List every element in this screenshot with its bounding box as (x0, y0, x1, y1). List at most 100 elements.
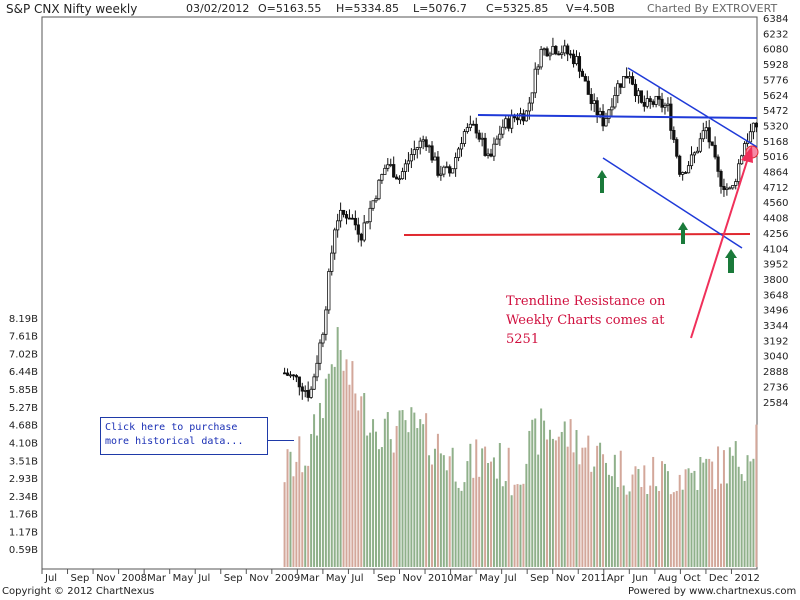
price-candle (542, 47, 546, 56)
price-candle (412, 140, 416, 161)
price-candles (282, 37, 758, 402)
price-candle (344, 210, 349, 225)
volume-bar (507, 447, 510, 567)
volume-bar (669, 494, 672, 567)
volume-bar (422, 424, 425, 567)
volume-bar (731, 455, 734, 567)
price-candle (642, 95, 646, 112)
volume-bar (752, 458, 755, 567)
volume-bar (316, 435, 319, 567)
volume-bar (628, 491, 631, 567)
trendlines (403, 67, 759, 339)
volume-bar (652, 456, 655, 567)
price-candle (619, 83, 623, 95)
volume-bar (398, 410, 401, 567)
volume-bar (286, 449, 289, 567)
price-candle (350, 214, 355, 220)
price-candle (341, 209, 346, 218)
price-candle (492, 137, 496, 161)
price-candle (533, 62, 537, 99)
price-candle (309, 386, 313, 399)
purchase-data-link[interactable]: Click here to purchase more historical d… (100, 417, 268, 455)
volume-bar (655, 486, 658, 567)
volume-bar (369, 432, 372, 567)
price-candle (754, 122, 758, 133)
price-tick-label: 3952 (763, 260, 788, 271)
price-candle (409, 148, 413, 169)
volume-tick-label: 1.17B (9, 527, 38, 538)
price-tick-label: 2584 (763, 398, 788, 409)
price-candle (312, 373, 316, 390)
time-tick-label: Apr (607, 573, 625, 584)
volume-bar (345, 359, 348, 567)
price-candle (297, 376, 301, 396)
price-candle (695, 146, 700, 154)
volume-bar (714, 489, 717, 567)
price-tick-label: 5472 (763, 106, 788, 117)
price-candle (548, 51, 552, 61)
volume-bar (537, 454, 540, 567)
price-candle (324, 306, 328, 341)
time-tick-label: Sep (71, 573, 90, 584)
price-candle (465, 123, 470, 134)
volume-tick-label: 4.10B (9, 438, 38, 449)
volume-bar (333, 366, 336, 567)
price-candle (601, 104, 605, 132)
time-tick-label: 2010 (428, 573, 453, 584)
powered-by-link[interactable]: Powered by www.chartnexus.com (628, 586, 797, 597)
volume-bar (348, 384, 351, 567)
lower-channel-line (602, 157, 743, 249)
volume-bar (342, 370, 345, 567)
time-tick-label: May (173, 573, 194, 584)
price-candle (288, 371, 293, 378)
volume-bar (666, 471, 669, 567)
purchase-line-2: more historical data... (105, 436, 244, 447)
price-candle (495, 135, 499, 145)
upper-channel-line (627, 67, 758, 148)
price-candle (486, 148, 490, 159)
time-tick-label: Mar (300, 573, 320, 584)
price-candle (701, 122, 705, 142)
price-tick-label: 6080 (763, 45, 788, 56)
price-tick-label: 4408 (763, 214, 788, 225)
volume-bar (746, 455, 749, 567)
price-candle (737, 159, 741, 189)
volume-bar (590, 471, 593, 567)
price-candle (489, 148, 493, 158)
price-tick-label: 5016 (763, 152, 788, 163)
volume-bar (525, 463, 528, 567)
price-candle (734, 178, 738, 190)
volume-bar (578, 464, 581, 567)
volume-bar (292, 476, 295, 567)
price-candle (380, 173, 384, 184)
volume-bars (283, 327, 758, 567)
price-candle (403, 159, 408, 180)
volume-bar (289, 451, 292, 567)
price-candle (504, 115, 508, 130)
price-candle (678, 154, 682, 177)
header-close: C=5325.85 (486, 2, 549, 15)
volume-bar (693, 470, 696, 567)
price-candle (347, 209, 352, 220)
volume-bar (304, 465, 307, 567)
volume-bar (696, 489, 699, 567)
volume-bar (554, 440, 557, 567)
volume-bar (572, 452, 575, 567)
price-candle (710, 141, 714, 147)
time-tick-label: Nov (556, 573, 576, 584)
price-tick-label: 3040 (763, 352, 788, 363)
price-candle (530, 92, 534, 111)
volume-bar (551, 438, 554, 567)
volume-bar (755, 424, 758, 567)
volume-bar (327, 373, 330, 567)
volume-bar (687, 468, 690, 567)
volume-bar (728, 447, 731, 567)
price-candle (336, 213, 340, 238)
volume-tick-label: 1.76B (9, 509, 38, 520)
price-candle (751, 122, 756, 140)
price-candle (418, 137, 422, 155)
purchase-line-1: Click here to purchase (105, 422, 238, 433)
price-candle (716, 154, 720, 178)
volume-bar (719, 483, 722, 567)
